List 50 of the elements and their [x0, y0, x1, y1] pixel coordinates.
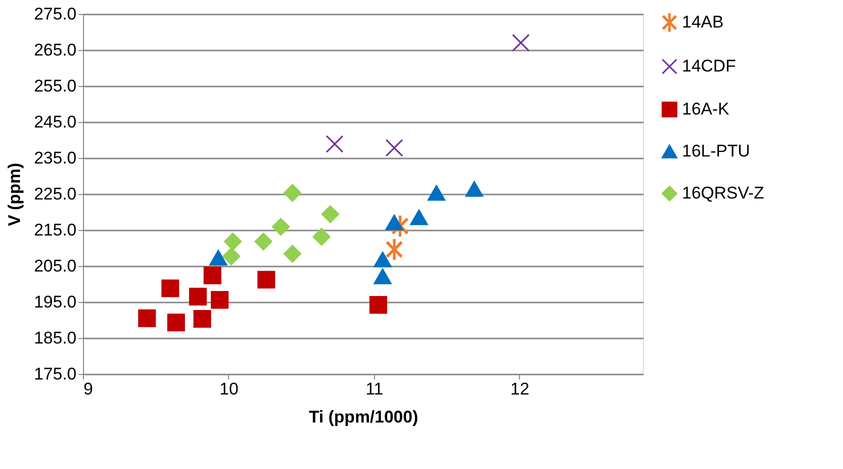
- y-tick-label: 175.0: [34, 364, 76, 384]
- point: [386, 238, 402, 260]
- point: [224, 232, 242, 250]
- y-tick-label: 215.0: [34, 220, 76, 240]
- point: [204, 266, 222, 284]
- point: [257, 270, 276, 289]
- y-tick-label: 185.0: [34, 328, 76, 348]
- x-tick-label: 12: [510, 380, 530, 398]
- point: [410, 210, 428, 226]
- point: [512, 34, 530, 52]
- point: [222, 247, 240, 266]
- point: [428, 185, 446, 201]
- point: [209, 250, 228, 266]
- point: [385, 214, 404, 230]
- point: [465, 181, 484, 197]
- point: [284, 184, 302, 202]
- point: [284, 244, 302, 263]
- y-tick-label: 205.0: [34, 256, 76, 276]
- legend-label: 16L-PTU: [682, 142, 750, 160]
- point: [326, 135, 344, 153]
- legend-label: 16A-K: [682, 100, 730, 118]
- x-tick-label: 9: [84, 380, 93, 398]
- point: [321, 205, 340, 224]
- y-tick-label: 275.0: [34, 4, 76, 24]
- point: [193, 310, 212, 328]
- x-axis-title: Ti (ppm/1000): [308, 408, 418, 426]
- y-tick-label: 265.0: [34, 40, 76, 60]
- y-tick-label: 225.0: [34, 184, 76, 204]
- point: [167, 314, 185, 332]
- y-axis-title: V (ppm): [4, 162, 24, 226]
- point: [272, 218, 290, 236]
- point: [161, 279, 180, 298]
- y-tick-label: 245.0: [34, 112, 76, 132]
- point: [189, 288, 207, 306]
- legend-label: 16QRSV-Z: [682, 184, 764, 202]
- point: [385, 139, 404, 157]
- legend-label: 14AB: [682, 12, 724, 32]
- legend-label: 14CDF: [682, 56, 736, 76]
- point: [138, 309, 156, 328]
- y-tick-label: 235.0: [34, 148, 76, 168]
- y-tick-label: 195.0: [34, 292, 76, 312]
- x-tick-label: 11: [366, 380, 384, 398]
- point: [254, 232, 272, 250]
- point: [312, 228, 330, 246]
- x-tick-label: 10: [219, 380, 238, 398]
- point: [210, 290, 229, 309]
- point: [369, 296, 388, 314]
- y-tick-label: 255.0: [34, 76, 76, 96]
- point: [374, 268, 392, 284]
- point: [374, 252, 392, 268]
